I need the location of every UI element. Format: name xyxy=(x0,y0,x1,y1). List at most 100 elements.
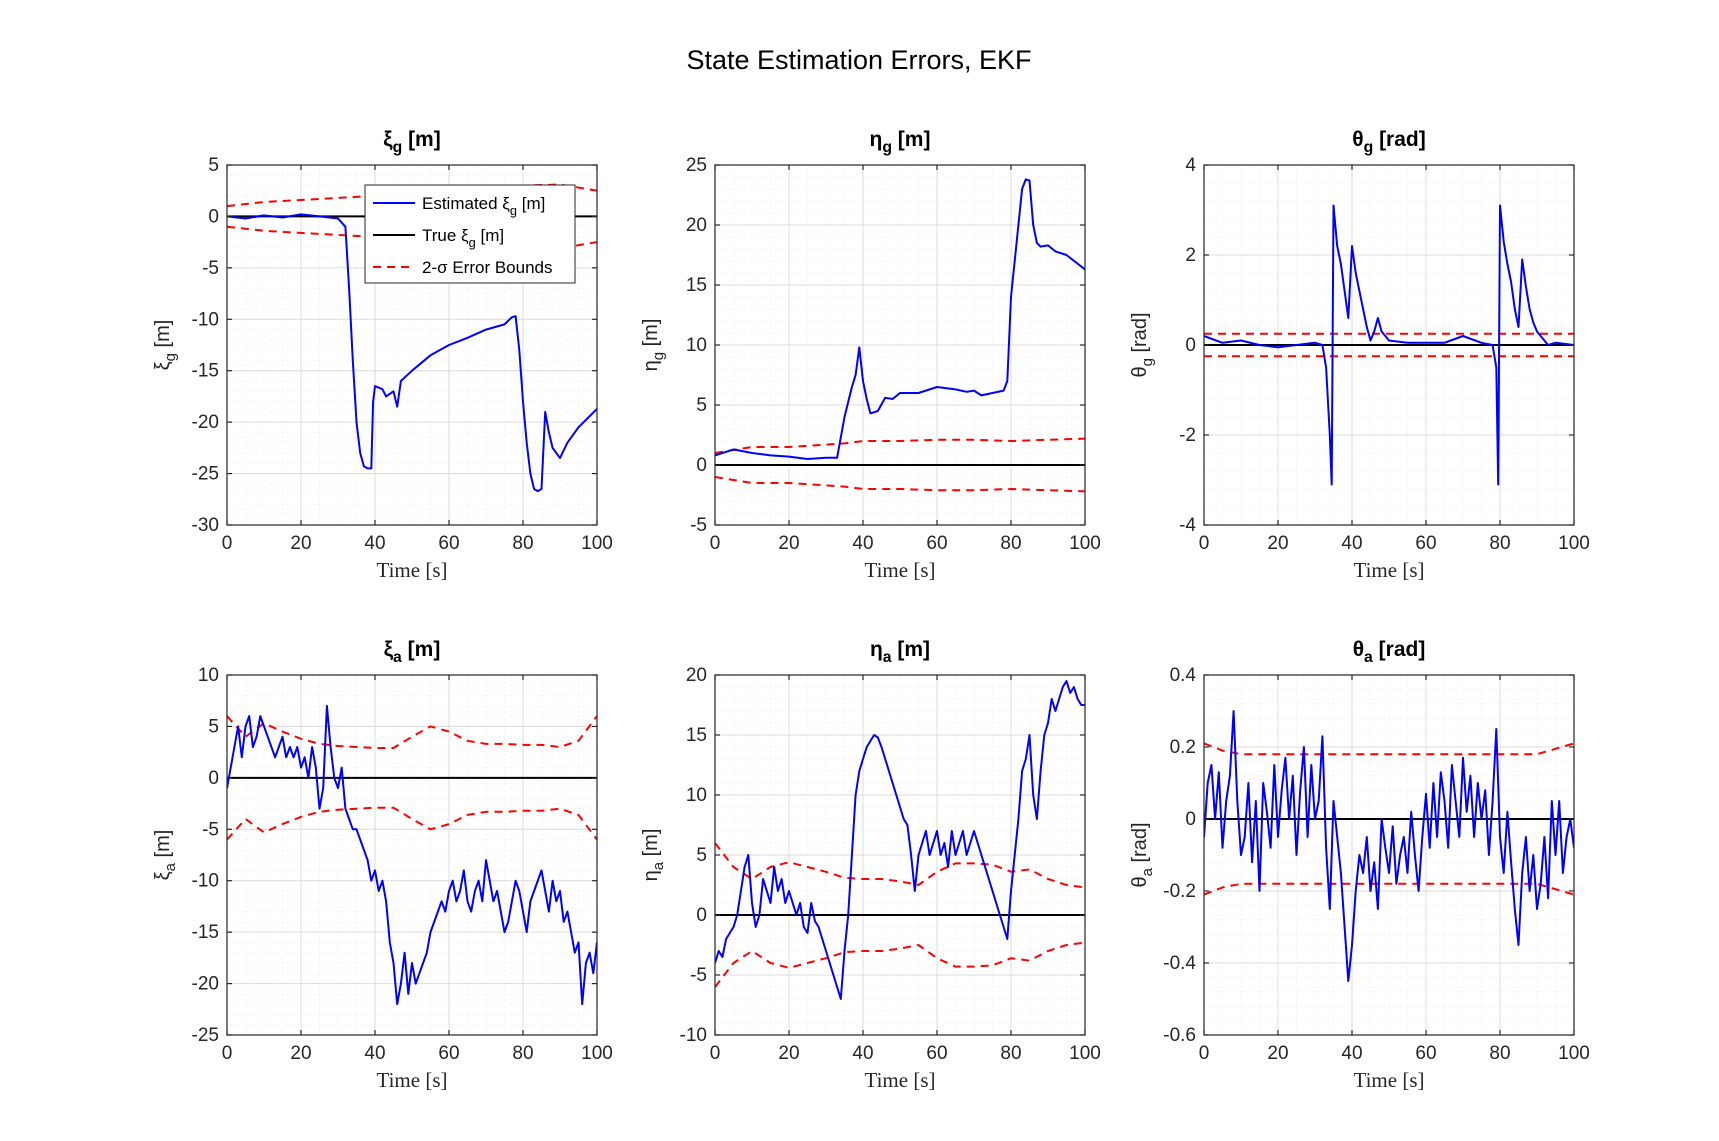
y-tick-label: -5 xyxy=(202,819,219,840)
subplot-title-sub: a xyxy=(1364,649,1373,666)
subplot-title-main: η xyxy=(870,128,883,151)
subplot-title-main: θ xyxy=(1352,128,1363,151)
y-tick-label: 0.2 xyxy=(1170,737,1196,758)
subplot-title-main: η xyxy=(870,638,883,661)
x-tick-label: 80 xyxy=(1489,533,1510,554)
error-bound-line xyxy=(227,806,597,841)
subplot-title: θa [rad] xyxy=(1353,638,1426,666)
subplot-title: ηa [m] xyxy=(870,638,930,666)
x-tick-label: 60 xyxy=(926,533,947,554)
x-tick-label: 80 xyxy=(1000,533,1021,554)
y-tick-label: -15 xyxy=(192,922,219,943)
x-tick-label: 20 xyxy=(778,533,799,554)
y-tick-label: -15 xyxy=(192,361,219,382)
estimated-series-line xyxy=(227,704,597,1006)
x-tick-label: 20 xyxy=(290,1043,311,1064)
y-axis-label: θa [rad] xyxy=(1129,822,1156,887)
x-tick-label: 80 xyxy=(512,533,533,554)
plot-area xyxy=(1204,710,1574,982)
x-tick-label: 100 xyxy=(581,1043,613,1064)
y-axis-label-main: η xyxy=(640,360,662,371)
y-tick-label: 0.4 xyxy=(1170,665,1197,686)
y-tick-label: -10 xyxy=(680,1025,707,1046)
x-axis-label: Time [s] xyxy=(377,558,448,582)
axes-box xyxy=(1203,674,1575,1036)
estimated-series-line xyxy=(1204,710,1574,982)
y-tick-label: 0 xyxy=(696,455,707,476)
error-bound-line xyxy=(227,715,597,749)
legend-label-estimate: Estimated ξg [m] xyxy=(422,194,545,218)
y-tick-label: 5 xyxy=(208,155,219,176)
x-tick-label: 60 xyxy=(438,533,459,554)
y-tick-label: -0.6 xyxy=(1163,1025,1196,1046)
x-tick-label: 100 xyxy=(581,533,613,554)
subplot-title: θg [rad] xyxy=(1352,128,1425,156)
y-tick-label: 15 xyxy=(686,725,707,746)
y-axis-label-main: η xyxy=(640,870,662,881)
x-tick-label: 20 xyxy=(1267,1043,1288,1064)
y-tick-label: 15 xyxy=(686,275,707,296)
subplot-title: ξg [m] xyxy=(383,128,440,156)
x-axis-label: Time [s] xyxy=(377,1068,448,1092)
x-axis-label: Time [s] xyxy=(1354,558,1425,582)
x-tick-label: 100 xyxy=(1069,1043,1101,1064)
subplot-title-main: ξ xyxy=(384,638,394,661)
subplot-title-sub: g xyxy=(393,139,403,156)
legend-label-estimate-unit: [m] xyxy=(517,194,545,213)
subplot-title-sub: g xyxy=(1364,139,1374,156)
x-tick-label: 0 xyxy=(222,1043,233,1064)
y-tick-label: -5 xyxy=(690,515,707,536)
y-axis-label-sub: g xyxy=(162,353,179,361)
legend-label-truth-unit: [m] xyxy=(476,226,504,245)
x-tick-label: 80 xyxy=(1489,1043,1510,1064)
x-tick-label: 60 xyxy=(1415,533,1436,554)
legend-label-bound: 2-σ Error Bounds xyxy=(422,258,553,277)
x-tick-label: 0 xyxy=(1199,533,1210,554)
y-tick-label: -4 xyxy=(1179,515,1196,536)
x-tick-label: 60 xyxy=(926,1043,947,1064)
y-axis-label-main: ξ xyxy=(152,361,174,370)
x-tick-label: 40 xyxy=(1341,533,1362,554)
y-axis-label: θg [rad] xyxy=(1129,312,1156,377)
y-axis-label-sub: a xyxy=(162,862,179,871)
x-tick-label: 100 xyxy=(1558,1043,1590,1064)
plot-area xyxy=(715,680,1085,1000)
legend-label-bound-main: 2-σ Error Bounds xyxy=(422,258,553,277)
legend-label-truth-sub: g xyxy=(469,235,476,250)
y-tick-label: 10 xyxy=(198,665,219,686)
y-tick-label: 10 xyxy=(686,785,707,806)
y-tick-label: -0.2 xyxy=(1163,881,1196,902)
legend-label-truth: True ξg [m] xyxy=(422,226,504,250)
subplot-6: 0 20 40 60 80 100-0.6-0.4-0.200.20.4θa [rad]T… xyxy=(1129,638,1590,1092)
subplot-title-sub: a xyxy=(883,649,892,666)
y-axis-label: ηg [m] xyxy=(640,319,667,372)
plot-area xyxy=(715,178,1085,493)
subplot-title-unit: [m] xyxy=(892,638,931,661)
subplot-title: ηg [m] xyxy=(870,128,931,156)
axes-box xyxy=(226,674,598,1036)
y-axis-label-main: θ xyxy=(1129,366,1151,377)
y-axis-label-unit: [m] xyxy=(152,830,174,863)
y-axis-label: ξa [m] xyxy=(152,830,179,881)
x-tick-label: 40 xyxy=(852,1043,873,1064)
y-axis-label-unit: [rad] xyxy=(1129,312,1151,358)
plot-area xyxy=(1204,204,1574,486)
error-bound-line xyxy=(1204,742,1574,756)
subplot-title-unit: [m] xyxy=(892,128,931,151)
y-tick-label: -10 xyxy=(192,309,219,330)
y-axis-label: ηa [m] xyxy=(640,829,667,882)
x-tick-label: 100 xyxy=(1558,533,1590,554)
y-tick-label: 0 xyxy=(1185,809,1196,830)
x-tick-label: 40 xyxy=(364,533,385,554)
x-tick-label: 0 xyxy=(222,533,233,554)
y-tick-label: 4 xyxy=(1185,155,1196,176)
x-tick-label: 0 xyxy=(1199,1043,1210,1064)
y-axis-label-main: ξ xyxy=(152,871,174,880)
x-tick-label: 20 xyxy=(778,1043,799,1064)
